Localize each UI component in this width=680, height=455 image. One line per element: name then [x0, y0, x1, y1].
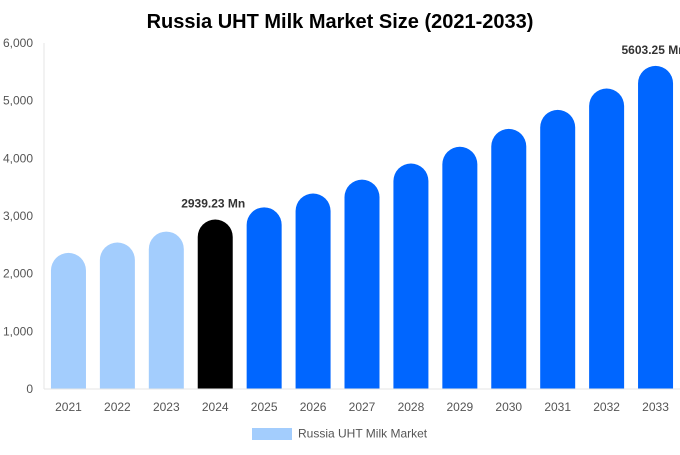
data-label: 5603.25 Mn — [622, 43, 680, 57]
x-tick-label: 2022 — [104, 400, 131, 414]
x-tick-label: 2027 — [349, 400, 376, 414]
y-tick-label: 2,000 — [3, 267, 33, 281]
y-axis: 0 1,000 2,000 3,000 4,000 5,000 6,000 — [3, 36, 45, 396]
x-tick-label: 2024 — [202, 400, 229, 414]
legend[interactable]: Russia UHT Milk Market — [252, 427, 428, 441]
chart-title: Russia UHT Milk Market Size (2021-2033) — [147, 11, 534, 33]
bar-2027[interactable] — [344, 179, 380, 389]
bar-2033[interactable] — [638, 65, 674, 390]
bar-2023[interactable] — [148, 231, 184, 389]
legend-label: Russia UHT Milk Market — [298, 427, 428, 441]
x-tick-label: 2029 — [446, 400, 473, 414]
x-tick-label: 2030 — [495, 400, 522, 414]
x-tick-label: 2021 — [55, 400, 82, 414]
x-axis: 2021 2022 2023 2024 2025 2026 2027 2028 2029 2030… — [44, 388, 680, 414]
y-tick-label: 3,000 — [3, 209, 33, 223]
y-tick-label: 6,000 — [3, 36, 33, 50]
y-tick-label: 1,000 — [3, 324, 33, 338]
bar-2030[interactable] — [491, 128, 527, 389]
x-tick-label: 2026 — [300, 400, 327, 414]
data-labels: 2939.23 Mn 5603.25 Mn — [181, 43, 680, 211]
x-tick-label: 2028 — [398, 400, 425, 414]
x-tick-label: 2025 — [251, 400, 278, 414]
bar-2025[interactable] — [246, 207, 282, 389]
bar-2022[interactable] — [99, 242, 135, 389]
bar-2031[interactable] — [540, 109, 576, 389]
y-tick-label: 0 — [26, 382, 33, 396]
x-tick-label: 2023 — [153, 400, 180, 414]
y-tick-label: 5,000 — [3, 94, 33, 108]
legend-swatch — [252, 428, 292, 440]
bar-2028[interactable] — [393, 163, 429, 389]
bar-2021[interactable] — [50, 252, 86, 389]
bars — [50, 65, 674, 390]
bar-2032[interactable] — [589, 88, 625, 389]
x-tick-label: 2033 — [642, 400, 669, 414]
bar-2029[interactable] — [442, 146, 478, 389]
y-tick-label: 4,000 — [3, 151, 33, 165]
bar-2026[interactable] — [295, 193, 331, 389]
bar-2024[interactable] — [197, 219, 233, 389]
data-label: 2939.23 Mn — [181, 197, 245, 211]
x-tick-label: 2032 — [593, 400, 620, 414]
x-tick-label: 2031 — [544, 400, 571, 414]
